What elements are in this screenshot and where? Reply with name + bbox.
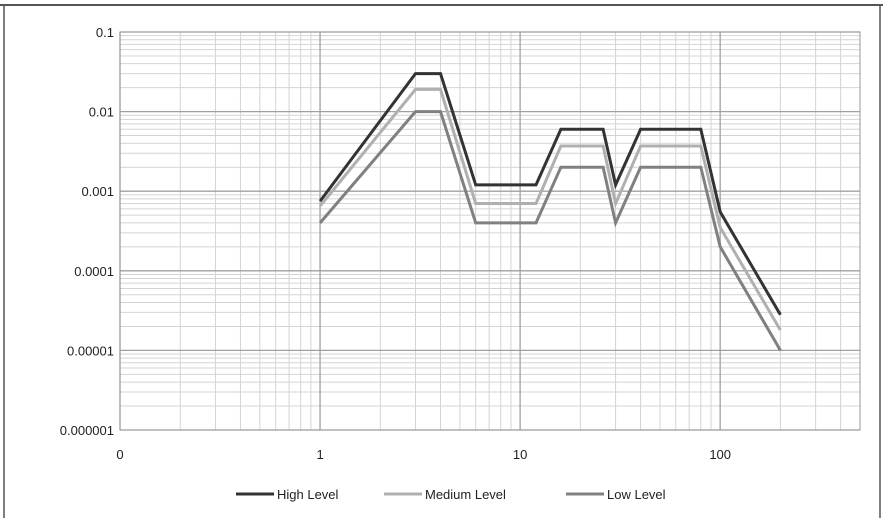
series-line-medium-level (318, 87, 782, 331)
series-line-high-level (318, 72, 782, 316)
grid (119, 31, 861, 431)
legend: High Level Medium Level Low Level (236, 487, 666, 502)
legend-label: High Level (277, 487, 339, 502)
x-tick-label: 1 (316, 447, 323, 462)
y-tick-label: 0.1 (96, 25, 114, 40)
legend-label: Medium Level (425, 487, 506, 502)
x-tick-label: 0 (116, 447, 123, 462)
y-tick-label: 0.001 (81, 184, 114, 199)
x-tick-label: 10 (513, 447, 527, 462)
plot-area (119, 31, 861, 431)
y-tick-label: 0.000001 (60, 423, 114, 438)
legend-label: Low Level (607, 487, 666, 502)
y-tick-label: 0.01 (89, 105, 114, 120)
series-lines (318, 72, 782, 352)
y-tick-label: 0.0001 (74, 264, 114, 279)
series-line-low-level (318, 110, 782, 352)
x-tick-label: 100 (709, 447, 731, 462)
y-tick-label: 0.00001 (67, 343, 114, 358)
